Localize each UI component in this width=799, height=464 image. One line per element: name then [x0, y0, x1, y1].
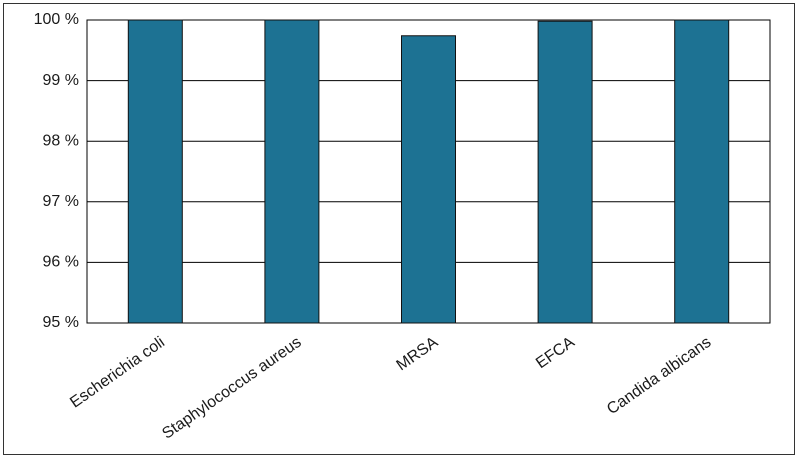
- bar: [264, 19, 320, 324]
- y-tick-label: 96 %: [43, 254, 79, 271]
- y-tick-label: 100 %: [34, 11, 79, 28]
- bar: [127, 19, 183, 324]
- x-tick-label: Staphylococcus aureus: [159, 334, 304, 443]
- bar: [537, 20, 593, 324]
- y-tick-label: 99 %: [43, 72, 79, 89]
- bar: [401, 35, 456, 324]
- chart-border: [3, 3, 795, 455]
- bar: [674, 19, 730, 324]
- x-tick-label: EFCA: [533, 334, 578, 373]
- x-tick-label: Candida albicans: [604, 334, 714, 418]
- x-tick-label: Escherichia coli: [67, 334, 168, 412]
- y-tick-label: 98 %: [43, 132, 79, 149]
- x-tick-label: MRSA: [394, 334, 442, 375]
- y-tick-label: 95 %: [43, 314, 79, 331]
- y-tick-label: 97 %: [43, 193, 79, 210]
